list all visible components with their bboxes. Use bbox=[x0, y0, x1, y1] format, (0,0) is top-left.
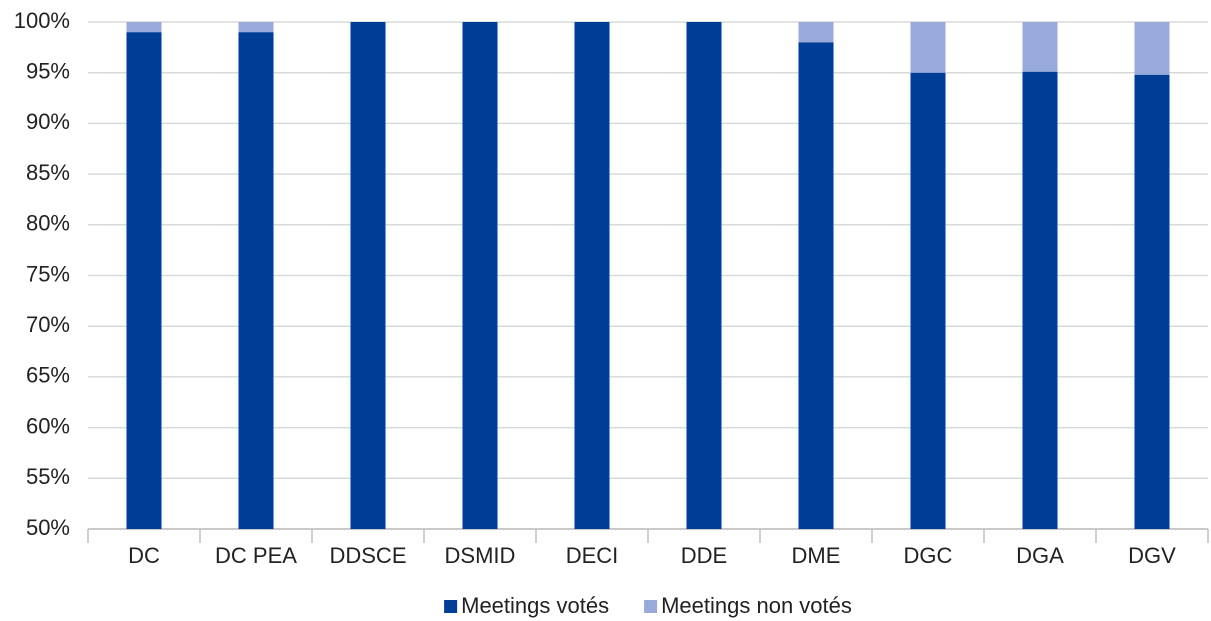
bar-segment bbox=[686, 22, 722, 529]
bar-segment bbox=[238, 32, 274, 529]
x-tick-label: DDSCE bbox=[329, 543, 406, 568]
bar-segment bbox=[1134, 22, 1170, 75]
y-tick-label: 85% bbox=[26, 160, 70, 185]
bar-segment bbox=[1022, 22, 1058, 72]
y-tick-label: 55% bbox=[26, 464, 70, 489]
bar-segment bbox=[798, 22, 834, 43]
bar-segment bbox=[238, 22, 274, 33]
legend-swatch bbox=[444, 600, 458, 613]
bar-segment bbox=[126, 22, 162, 33]
bar-segment bbox=[910, 22, 946, 73]
y-tick-label: 60% bbox=[26, 413, 70, 438]
y-tick-label: 100% bbox=[14, 8, 70, 33]
bar-segment bbox=[126, 32, 162, 529]
x-tick-label: DC bbox=[128, 543, 160, 568]
legend-item: Meetings votés bbox=[444, 593, 609, 618]
x-tick-label: DGA bbox=[1016, 543, 1064, 568]
y-tick-label: 50% bbox=[26, 515, 70, 540]
legend-item: Meetings non votés bbox=[644, 593, 852, 618]
legend-label: Meetings votés bbox=[461, 593, 609, 618]
bar-segment bbox=[1134, 74, 1170, 529]
bar-segment bbox=[574, 22, 610, 529]
legend-swatch bbox=[644, 600, 658, 613]
y-tick-label: 95% bbox=[26, 59, 70, 84]
x-tick-label: DC PEA bbox=[215, 543, 297, 568]
x-tick-label: DECI bbox=[566, 543, 619, 568]
x-tick-label: DGV bbox=[1128, 543, 1176, 568]
x-tick-label: DDE bbox=[681, 543, 727, 568]
bar-segment bbox=[350, 22, 386, 529]
bar-segment bbox=[1022, 71, 1058, 529]
y-tick-label: 90% bbox=[26, 109, 70, 134]
bar-segment bbox=[462, 22, 498, 529]
x-tick-label: DGC bbox=[904, 543, 953, 568]
y-tick-label: 80% bbox=[26, 211, 70, 236]
y-tick-label: 70% bbox=[26, 312, 70, 337]
legend-label: Meetings non votés bbox=[661, 593, 852, 618]
bar-segment bbox=[910, 72, 946, 529]
x-tick-label: DSMID bbox=[445, 543, 516, 568]
y-tick-label: 75% bbox=[26, 261, 70, 286]
bar-segment bbox=[798, 42, 834, 529]
x-tick-label: DME bbox=[792, 543, 841, 568]
y-tick-label: 65% bbox=[26, 363, 70, 388]
